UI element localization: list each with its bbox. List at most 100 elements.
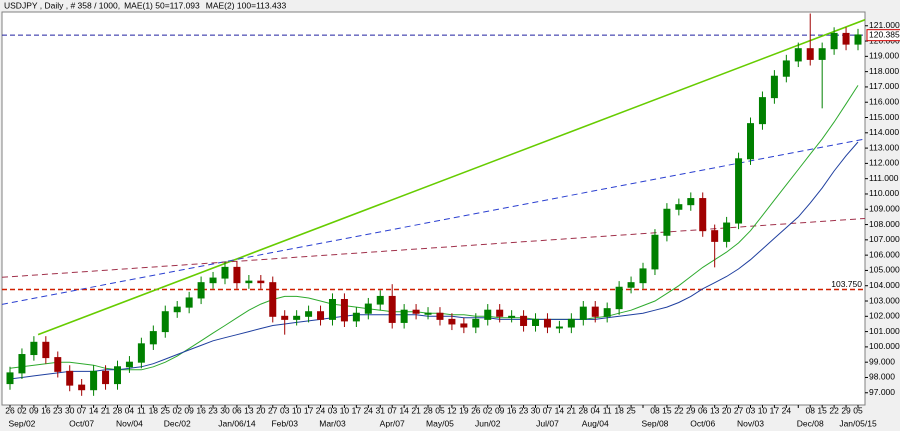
x-tick-label: 03 [280, 405, 290, 415]
candle-body [758, 97, 766, 125]
candle-body [102, 370, 110, 385]
candle-body [555, 326, 563, 329]
x-tick-label: 09 [184, 405, 194, 415]
x-tick-label: 17 [770, 405, 780, 415]
x-month-label: Aug/04 [582, 418, 609, 428]
x-tick-label: 09 [29, 405, 39, 415]
y-tick-label: 105.000 [869, 265, 900, 275]
y-tick-label: 112.000 [869, 158, 899, 168]
x-tick-label: 02 [172, 405, 182, 415]
candle-body [567, 318, 575, 328]
x-tick-label: 27 [734, 405, 744, 415]
candle-body [412, 309, 420, 314]
candle-body [257, 280, 265, 284]
x-tick-label: 25 [626, 405, 636, 415]
x-month-label: May/05 [426, 418, 454, 428]
legend-entry: MAE(2) 100=113.433 [206, 0, 287, 10]
x-tick-label: 11 [137, 405, 146, 415]
candle-body [424, 312, 432, 315]
x-tick-label: 27 [268, 405, 278, 415]
x-tick-label: 23 [208, 405, 218, 415]
candle-body [484, 309, 492, 320]
x-month-label: Oct/06 [690, 418, 715, 428]
candle-body [794, 48, 802, 62]
x-tick-label: 17 [304, 405, 314, 415]
y-tick-label: 109.000 [869, 204, 900, 214]
y-tick-label: 103.000 [869, 295, 900, 305]
candle-body [663, 208, 671, 236]
y-tick-label: 118.000 [869, 66, 899, 76]
x-tick-label: 29 [841, 405, 851, 415]
candle-body [281, 315, 289, 320]
candle-body [376, 295, 384, 305]
candle-body [687, 198, 695, 206]
candle-body [627, 282, 635, 288]
y-tick-label: 101.000 [869, 326, 900, 336]
x-tick-label: 08 [805, 405, 815, 415]
hline-label-box [866, 29, 900, 42]
candle-body [711, 230, 719, 242]
x-tick-label: 13 [710, 405, 720, 415]
y-tick-label: 107.000 [869, 234, 900, 244]
candle-body [388, 295, 396, 323]
x-tick-label: 21 [101, 405, 111, 415]
candle-body [723, 222, 731, 242]
x-tick-label: 30 [65, 405, 75, 415]
x-tick-label: 21 [567, 405, 577, 415]
x-month-label: Mar/03 [319, 418, 346, 428]
candle-body [173, 306, 181, 313]
y-tick-label: 97.000 [869, 387, 895, 397]
x-tick-label: 07 [387, 405, 397, 415]
x-tick-label: 05 [853, 405, 863, 415]
x-tick-label: 15 [817, 405, 827, 415]
x-tick-label: 07 [77, 405, 87, 415]
y-tick-label: 102.000 [869, 311, 900, 321]
x-month-label: Jul/07 [536, 418, 559, 428]
y-tick-label: 100.000 [869, 341, 900, 351]
candle-body [18, 354, 26, 374]
x-tick-label: 10 [758, 405, 768, 415]
y-tick-label: 106.000 [869, 249, 900, 259]
candle-body [496, 309, 504, 317]
x-tick-label: 09 [495, 405, 505, 415]
candle-body [30, 341, 38, 356]
x-tick-label: 03 [328, 405, 338, 415]
x-month-label: Oct/07 [69, 418, 94, 428]
x-month-label: Nov/03 [737, 418, 764, 428]
candle-body [78, 384, 86, 391]
candle-body [806, 48, 814, 60]
x-tick-label: 21 [411, 405, 421, 415]
candle-body [125, 361, 133, 368]
x-tick-label: 14 [89, 405, 99, 415]
x-tick-label: 16 [507, 405, 517, 415]
candle-body [161, 311, 169, 333]
candle-body [579, 306, 587, 320]
x-tick-label: 24 [364, 405, 374, 415]
candle-body [520, 315, 528, 326]
candle-body [448, 318, 456, 325]
candle-body [317, 311, 325, 320]
y-tick-label: 114.000 [869, 127, 899, 137]
candle-body [245, 280, 253, 284]
x-tick-label: 30 [531, 405, 541, 415]
x-tick-label: 17 [352, 405, 362, 415]
x-tick-label: 07 [543, 405, 553, 415]
trendline [37, 18, 865, 336]
candle-body [209, 277, 217, 284]
plot-layer [2, 13, 865, 396]
x-tick-label: 05 [435, 405, 445, 415]
x-tick-label: 24 [782, 405, 792, 415]
y-tick-label: 119.000 [869, 51, 899, 61]
candle-body [854, 34, 862, 45]
candle-body [818, 48, 826, 60]
x-month-label: Dec/08 [797, 418, 824, 428]
chart-header: USDJPY , Daily , # 358 / 1000, [4, 0, 120, 10]
x-tick-label: 10 [340, 405, 350, 415]
trendline [2, 138, 865, 305]
y-tick-label: 104.000 [869, 280, 900, 290]
candle-body [305, 311, 313, 317]
candle-body [54, 357, 62, 372]
candle-body [603, 308, 611, 317]
x-tick-label: 22 [674, 405, 684, 415]
candle-body [149, 331, 157, 345]
